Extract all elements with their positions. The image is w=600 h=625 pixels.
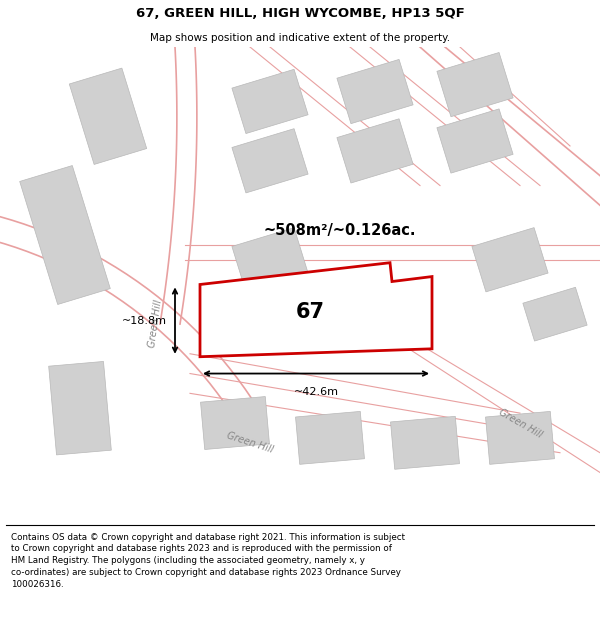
Text: ~18.8m: ~18.8m	[122, 316, 167, 326]
Polygon shape	[523, 288, 587, 341]
Polygon shape	[472, 228, 548, 292]
Polygon shape	[437, 52, 513, 117]
Text: Green Hill: Green Hill	[226, 431, 275, 455]
Text: ~508m²/~0.126ac.: ~508m²/~0.126ac.	[264, 222, 416, 238]
Polygon shape	[200, 397, 269, 449]
Polygon shape	[337, 119, 413, 183]
Polygon shape	[232, 129, 308, 193]
Text: 67: 67	[296, 302, 325, 322]
Polygon shape	[296, 411, 364, 464]
Text: Map shows position and indicative extent of the property.: Map shows position and indicative extent…	[150, 33, 450, 43]
Polygon shape	[437, 109, 513, 173]
Text: 67, GREEN HILL, HIGH WYCOMBE, HP13 5QF: 67, GREEN HILL, HIGH WYCOMBE, HP13 5QF	[136, 7, 464, 20]
Text: ~42.6m: ~42.6m	[293, 388, 338, 398]
Text: Contains OS data © Crown copyright and database right 2021. This information is : Contains OS data © Crown copyright and d…	[11, 532, 405, 589]
Polygon shape	[232, 228, 308, 292]
Polygon shape	[200, 262, 432, 357]
Text: Green Hill: Green Hill	[146, 299, 163, 349]
Polygon shape	[69, 68, 147, 164]
Polygon shape	[20, 166, 110, 304]
Polygon shape	[49, 361, 112, 455]
Text: Green Hill: Green Hill	[497, 407, 544, 439]
Polygon shape	[232, 69, 308, 134]
Polygon shape	[485, 411, 554, 464]
Polygon shape	[337, 59, 413, 124]
Polygon shape	[391, 416, 460, 469]
